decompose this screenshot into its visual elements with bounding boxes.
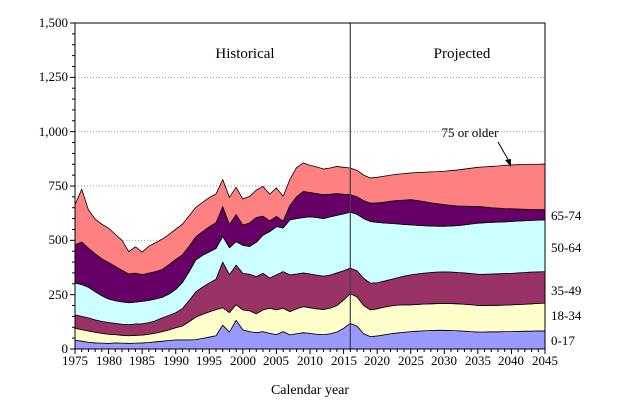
- series-label-35-49: 35-49: [551, 283, 582, 298]
- x-tick-label: 1975: [62, 353, 88, 368]
- x-tick-label: 1980: [96, 353, 122, 368]
- x-tick-label: 2015: [331, 353, 357, 368]
- series-label-50-64: 50-64: [551, 240, 582, 255]
- x-tick-label: 2045: [532, 353, 558, 368]
- x-tick-label: 2005: [263, 353, 289, 368]
- series-label-0-17: 0-17: [551, 333, 575, 348]
- projected-label: Projected: [433, 46, 491, 62]
- x-tick-label: 2040: [498, 353, 524, 368]
- x-tick-label: 2035: [465, 353, 491, 368]
- x-tick-label: 2020: [364, 353, 390, 368]
- x-tick-label: 1990: [163, 353, 189, 368]
- y-tick-label: 250: [48, 287, 69, 302]
- x-tick-label: 2000: [230, 353, 256, 368]
- x-tick-label: 2030: [431, 353, 457, 368]
- y-tick-label: 750: [48, 178, 69, 193]
- series-label-18-34: 18-34: [551, 308, 582, 323]
- x-tick-label: 2025: [398, 353, 424, 368]
- y-tick-label: 0: [61, 341, 69, 356]
- series-label-75-or-older: 75 or older: [441, 125, 499, 140]
- x-tick-label: 1985: [129, 353, 155, 368]
- x-axis-title: Calendar year: [270, 383, 350, 398]
- y-tick-label: 1,000: [38, 124, 68, 139]
- historical-label: Historical: [215, 46, 275, 62]
- y-tick-label: 1,500: [38, 15, 68, 30]
- x-tick-label: 1995: [196, 353, 222, 368]
- series-label-65-74: 65-74: [551, 208, 582, 223]
- x-tick-label: 2010: [297, 353, 323, 368]
- y-tick-label: 500: [48, 232, 69, 247]
- y-tick-label: 1,250: [38, 69, 68, 84]
